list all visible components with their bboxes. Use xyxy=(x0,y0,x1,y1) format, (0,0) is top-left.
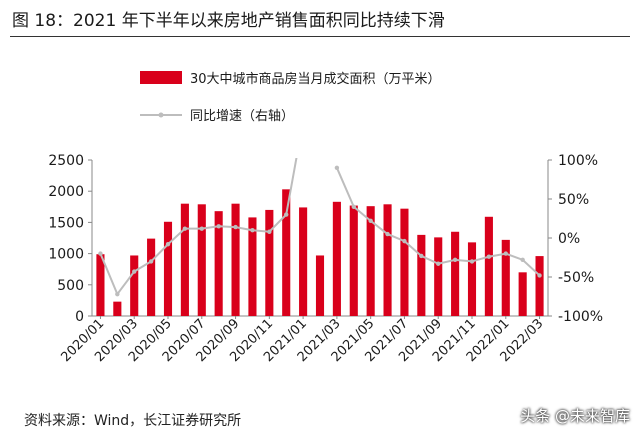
bar xyxy=(535,256,544,316)
bar xyxy=(417,234,426,316)
bar xyxy=(265,209,274,316)
y-right-tick-label: 50% xyxy=(558,192,589,208)
y-left-tick-label: 0 xyxy=(75,309,84,325)
y-left-tick-label: 500 xyxy=(57,278,84,294)
watermark: 头条 @未来智库 xyxy=(520,407,630,425)
bar xyxy=(197,204,206,316)
line-point xyxy=(503,251,508,256)
line-point xyxy=(98,251,103,256)
bar xyxy=(501,239,510,316)
bar xyxy=(113,301,122,316)
bar xyxy=(231,203,240,316)
y-left-tick-label: 2500 xyxy=(48,153,84,169)
bar xyxy=(299,207,308,316)
line-point xyxy=(132,269,137,274)
bar xyxy=(434,237,443,316)
y-left-tick-label: 1000 xyxy=(48,247,84,263)
legend-bar-swatch xyxy=(140,71,182,84)
y-left-tick-label: 1500 xyxy=(48,215,84,231)
bar xyxy=(383,204,392,316)
bar xyxy=(484,216,493,316)
line-point xyxy=(537,273,542,278)
line-point xyxy=(284,212,289,217)
line-point xyxy=(301,119,305,123)
source-note: 资料来源：Wind，长江证券研究所 xyxy=(24,413,242,429)
line-point xyxy=(165,242,171,247)
line-point xyxy=(216,224,221,229)
line-point xyxy=(115,291,120,297)
line-point xyxy=(385,231,390,237)
bar xyxy=(467,242,477,316)
line-point xyxy=(351,204,356,209)
bar xyxy=(315,255,325,316)
y-right-tick-label: -50% xyxy=(558,270,594,286)
bar xyxy=(180,203,189,316)
line-point xyxy=(419,253,424,259)
legend-bar-label: 30大中城市商品房当月成交面积（万平米） xyxy=(190,71,441,87)
y-right-tick-label: -100% xyxy=(558,309,603,325)
line-point xyxy=(182,226,188,231)
legend: 30大中城市商品房当月成交面积（万平米） 同比增速（右轴） xyxy=(140,71,441,124)
bar xyxy=(282,189,291,316)
y-left-tick-label: 2000 xyxy=(48,184,84,200)
bar xyxy=(366,206,375,316)
line-point xyxy=(486,254,492,259)
bar xyxy=(147,238,156,316)
line-point xyxy=(148,259,154,264)
bar xyxy=(518,272,527,316)
x-tick-labels: 2020/012020/032020/052020/072020/092020/… xyxy=(58,316,546,365)
y-right-tick-label: 100% xyxy=(558,153,598,169)
line-point xyxy=(199,226,204,231)
line-point xyxy=(334,165,340,170)
bar-series xyxy=(96,189,544,316)
bar xyxy=(214,211,223,316)
bar xyxy=(96,254,105,316)
bar xyxy=(163,221,173,316)
y-right-tick-label: 0% xyxy=(558,231,580,247)
bar xyxy=(248,217,257,316)
line-point xyxy=(368,218,373,224)
line-point xyxy=(250,228,255,233)
bar xyxy=(451,231,460,316)
line-point xyxy=(469,259,475,264)
line-point xyxy=(436,261,441,266)
line-point xyxy=(233,224,238,230)
bar xyxy=(130,255,139,316)
bar xyxy=(332,201,341,316)
title-divider xyxy=(10,36,630,37)
line-point xyxy=(267,229,272,234)
line-point xyxy=(520,257,525,263)
line-point xyxy=(402,238,407,244)
line-point xyxy=(452,257,458,263)
figure-title: 图 18：2021 年下半年以来房地产销售面积同比持续下滑 xyxy=(12,11,445,31)
legend-line-marker xyxy=(158,112,164,118)
line-series xyxy=(98,119,542,297)
bar xyxy=(349,205,358,316)
bar xyxy=(400,208,409,316)
legend-line-label: 同比增速（右轴） xyxy=(190,109,294,124)
